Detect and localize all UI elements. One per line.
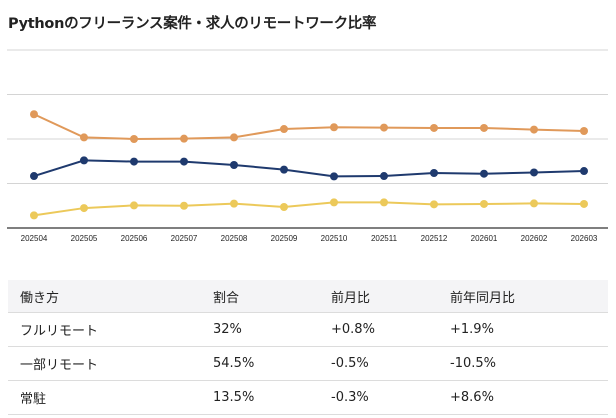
data-point [380,123,388,132]
cell-yoy: +1.9% [438,312,608,347]
data-point [480,169,488,178]
data-point [430,200,438,209]
table-row: 常駐 13.5% -0.3% +8.6% [8,380,608,415]
data-point [280,125,288,134]
series-line-0 [33,113,585,141]
cell-yoy: -10.5% [438,346,608,381]
cell-mom: +0.8% [319,312,438,347]
data-point [130,157,138,166]
data-point [230,133,238,142]
data-point [330,172,338,181]
cell-mom: -0.5% [319,346,438,381]
cell-yoy: +8.6% [438,380,608,415]
data-point [530,168,538,177]
data-point [30,211,38,220]
data-point [230,160,238,169]
x-tick-label: 202602 [521,234,548,243]
data-point [80,204,88,213]
data-point [530,199,538,208]
data-point [80,133,88,142]
x-tick-label: 202603 [571,234,598,243]
cell-ratio: 32% [201,312,319,347]
x-tick-label: 202506 [121,234,148,243]
data-point [430,168,438,177]
data-point [480,123,488,132]
header-mom: 前月比 [319,280,438,313]
x-tick-label: 202504 [21,234,48,243]
x-tick-label: 202601 [471,234,498,243]
cell-mom: -0.3% [319,380,438,415]
series-line-2 [33,201,585,217]
cell-ratio: 54.5% [201,346,319,381]
data-point [280,202,288,211]
table-row: フルリモート 32% +0.8% +1.9% [8,312,608,347]
x-tick-label: 202505 [71,234,98,243]
data-point [580,199,588,208]
header-work-style: 働き方 [8,280,201,313]
data-point [280,165,288,174]
remote-ratio-table: 働き方 割合 前月比 前年同月比 フルリモート 32% +0.8% +1.9% … [8,280,608,415]
data-point [580,126,588,135]
data-point [530,125,538,134]
cell-ratio: 13.5% [201,380,319,415]
x-tick-label: 202507 [171,234,198,243]
data-point [30,110,38,119]
table-header-row: 働き方 割合 前月比 前年同月比 [8,280,608,313]
data-point [80,156,88,165]
data-point [230,199,238,208]
cell-work-style: フルリモート [8,312,201,347]
data-point [130,201,138,210]
data-point [30,172,38,181]
data-point [180,157,188,166]
chart-title: Pythonのフリーランス案件・求人のリモートワーク比率 [8,16,377,32]
data-point [380,198,388,207]
cell-work-style: 常駐 [8,380,201,415]
x-tick-label: 202512 [421,234,448,243]
series-line-1 [33,159,585,178]
data-point [380,172,388,181]
data-point [580,167,588,176]
x-tick-label: 202509 [271,234,298,243]
data-point [480,199,488,208]
data-point [180,201,188,210]
header-ratio: 割合 [201,280,319,313]
data-point [130,135,138,143]
x-tick-label: 202508 [221,234,248,243]
x-tick-label: 202510 [321,234,348,243]
x-tick-label: 202511 [371,234,398,243]
header-yoy: 前年同月比 [438,280,608,313]
table-row: 一部リモート 54.5% -0.5% -10.5% [8,346,608,381]
cell-work-style: 一部リモート [8,346,201,381]
data-point [430,123,438,132]
data-point [330,123,338,132]
data-point [180,134,188,143]
line-chart: 202504 202505 202506 202507 202508 202509 2025… [7,49,608,243]
data-point [330,198,338,207]
